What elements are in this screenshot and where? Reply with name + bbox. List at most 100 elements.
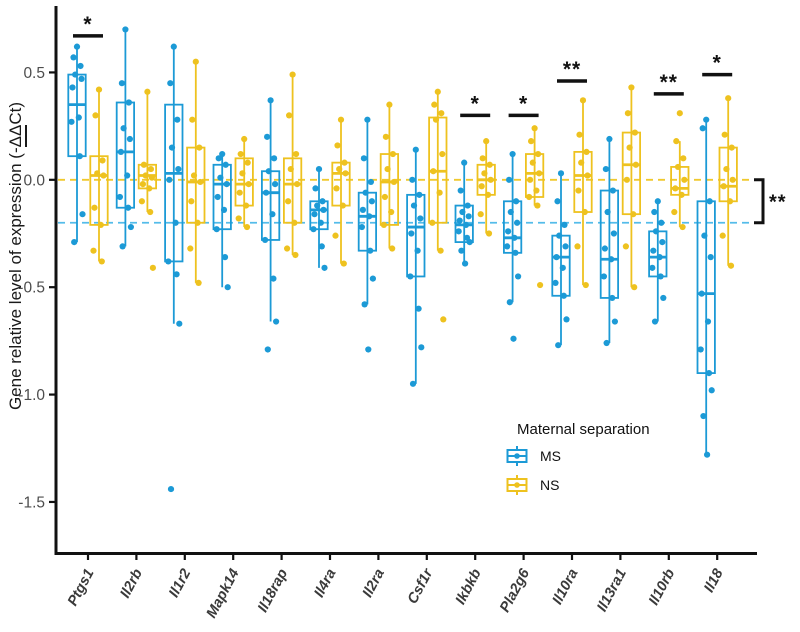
boxplot-NS-Ikbkb [476,138,496,237]
gene-label-Il18: Il18 [701,566,727,596]
boxplot-MS-Il2rb [115,26,135,250]
gene-label-Il2ra: Il2ra [360,566,388,600]
significance-Il18: * [702,52,733,77]
gene-label-Il18rap: Il18rap [255,566,291,615]
significance-Ikbkb: * [460,92,491,118]
boxplot-MS-Pla2g6 [502,150,523,342]
points-NS-Il1r2 [187,58,204,286]
points-MS-Il13ra1 [600,135,619,347]
boxplot-MS-Ptgs1 [67,43,87,246]
points-NS-Il10rb [671,110,688,231]
points-MS-Il2rb [116,26,134,250]
svg-text:**: ** [563,58,581,81]
legend-label-ns: NS [540,477,560,493]
gene-label-Il1r2: Il1r2 [166,566,194,600]
boxplot-NS-Il2rb [137,88,157,271]
points-NS-Il18rap [284,71,301,259]
boxplot-NS-Csf1r [428,88,448,323]
overall-comparison-bracket: ** [754,178,787,225]
points-NS-Il4ra [332,116,349,267]
boxplot-NS-Il18rap [282,71,303,259]
boxplot-NS-Il10ra [573,97,593,289]
points-MS-Ptgs1 [68,43,86,246]
y-axis-title-underlined: ΔΔ [6,124,27,148]
gene-label-Il2rb: Il2rb [117,566,146,601]
boxplot-MS-Il2ra [357,116,378,353]
reference-lines [58,178,753,224]
y-axis-title: Gene relative level of expression (-ΔΔCt… [6,26,30,486]
points-NS-Il18 [719,95,736,269]
significance-Pla2g6: * [508,92,539,118]
svg-text:*: * [519,92,528,115]
significance-Il10rb: ** [653,71,684,96]
legend-item-ns: NS [503,474,650,496]
points-NS-Il13ra1 [622,84,640,291]
boxplot-MS-Il10rb [648,198,668,325]
gene-label-Il10ra: Il10ra [550,566,582,607]
ms-boxplot-key-icon [506,446,528,466]
gene-label-Il10rb: Il10rb [646,566,678,608]
points-NS-Csf1r [429,88,447,323]
boxplot-MS-Il18rap [260,97,281,353]
points-MS-Il18rap [262,97,280,353]
points-NS-Il10ra [574,97,591,289]
points-NS-Ikbkb [477,138,494,237]
points-MS-Pla2g6 [504,150,522,342]
boxplot-NS-Il4ra [331,116,351,267]
boxplot-NS-Ptgs1 [89,86,109,265]
boxplot-MS-Il4ra [309,165,329,271]
legend-title: Maternal separation [517,421,650,438]
y-tick-label--1.0: -1.0 [18,387,45,404]
boxplot-MS-Il13ra1 [599,135,620,347]
points-MS-Il2ra [358,116,376,353]
significance-Ptgs1: * [73,13,103,38]
points-NS-Mapk14 [235,135,252,231]
boxplot-MS-Il18 [696,116,716,458]
y-axis-title-pre: Gene relative level of expression (- [6,147,25,411]
y-axis-title-post: Ct) [6,101,25,125]
y-tick-label--0.5: -0.5 [18,280,45,297]
gene-label-Csf1r: Csf1r [405,565,437,606]
boxplot-NS-Il1r2 [186,58,206,286]
points-MS-Ikbkb [455,159,473,267]
y-tick-label-0.0: 0.0 [23,172,45,189]
points-NS-Ptgs1 [90,86,107,265]
points-MS-Csf1r [407,146,425,387]
boxplot-NS-Il13ra1 [621,84,642,291]
svg-text:*: * [713,52,722,75]
gene-label-Pla2g6: Pla2g6 [497,566,534,616]
boxplot-MS-Il1r2 [164,43,184,493]
points-NS-Il2rb [138,88,156,271]
points-MS-Il4ra [310,165,328,271]
gene-label-Il4ra: Il4ra [311,566,339,600]
boxplot-NS-Mapk14 [234,135,254,231]
legend: Maternal separation MS NS [503,421,650,496]
svg-text:**: ** [660,71,678,94]
points-MS-Il10ra [552,170,570,349]
y-tick-label-0.5: 0.5 [23,65,45,82]
boxplot-NS-Il2ra [379,101,400,252]
boxplot-MS-Mapk14 [212,150,232,291]
significance-Il10ra: ** [557,58,587,83]
points-MS-Mapk14 [213,150,231,291]
svg-text:*: * [83,13,92,36]
y-tick-label--1.5: -1.5 [18,494,45,511]
svg-text:*: * [471,92,480,115]
gene-label-Mapk14: Mapk14 [204,566,243,620]
boxplot-MS-Csf1r [406,146,426,387]
boxplot-NS-Il10rb [670,110,690,231]
legend-item-ms: MS [503,445,650,467]
gene-label-Il13ra1: Il13ra1 [594,566,630,614]
points-NS-Pla2g6 [526,125,544,289]
boxplot-NS-Pla2g6 [525,125,545,289]
ns-boxplot-key-icon [506,475,528,495]
legend-label-ms: MS [540,448,561,464]
boxplot-MS-Ikbkb [454,159,474,267]
points-NS-Il2ra [380,101,397,252]
boxplot-MS-Il10ra [551,170,571,349]
gene-label-Ikbkb: Ikbkb [453,566,485,607]
svg-text:**: ** [769,191,787,213]
points-MS-Il1r2 [165,43,183,493]
